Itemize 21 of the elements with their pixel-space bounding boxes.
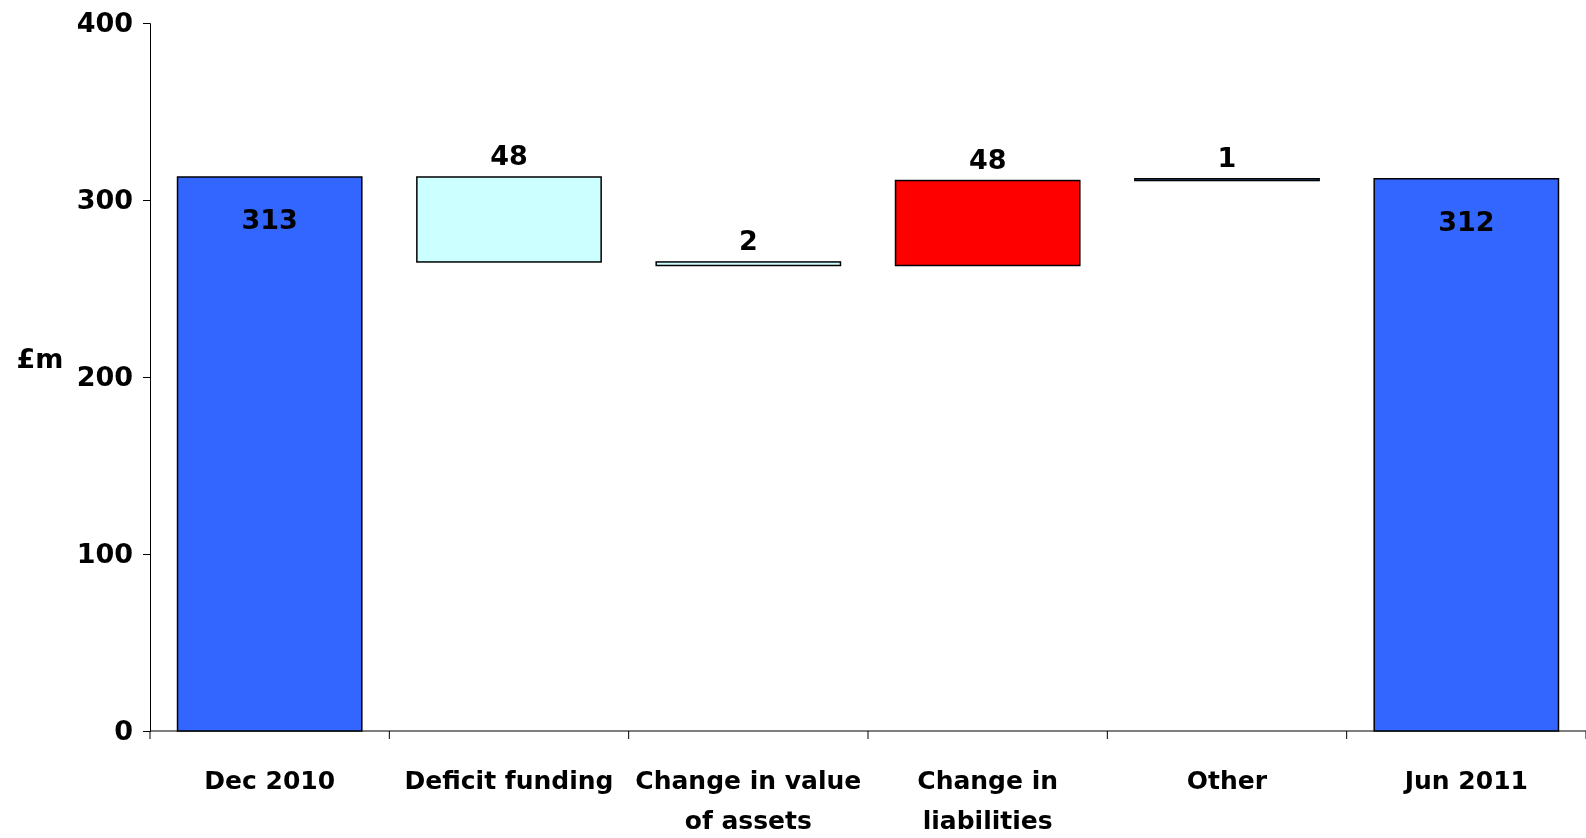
y-axis-title: £m xyxy=(16,343,64,374)
data-label: 2 xyxy=(738,224,758,256)
x-tick-label: Dec 2010 xyxy=(204,766,336,795)
bar xyxy=(655,261,842,267)
y-tick-label: 100 xyxy=(76,538,133,570)
data-label: 313 xyxy=(241,203,298,235)
y-tick-label: 200 xyxy=(76,361,133,393)
data-label: 48 xyxy=(490,139,528,171)
bar xyxy=(416,176,602,263)
data-label: 1 xyxy=(1217,141,1237,173)
x-tick-label: Deficit funding xyxy=(404,766,614,795)
x-tick-label: Change in liabilities xyxy=(917,766,1059,835)
x-tick-label: Change in value of assets xyxy=(635,766,862,835)
y-tick-label: 400 xyxy=(76,7,133,39)
x-tick-label: Other xyxy=(1186,766,1268,795)
data-label: 312 xyxy=(1438,205,1495,237)
y-tick-label: 0 xyxy=(114,715,133,747)
bar xyxy=(894,179,1081,267)
y-tick-label: 300 xyxy=(76,184,133,216)
x-tick-label: Jun 2011 xyxy=(1402,766,1528,795)
data-label: 48 xyxy=(968,143,1007,175)
